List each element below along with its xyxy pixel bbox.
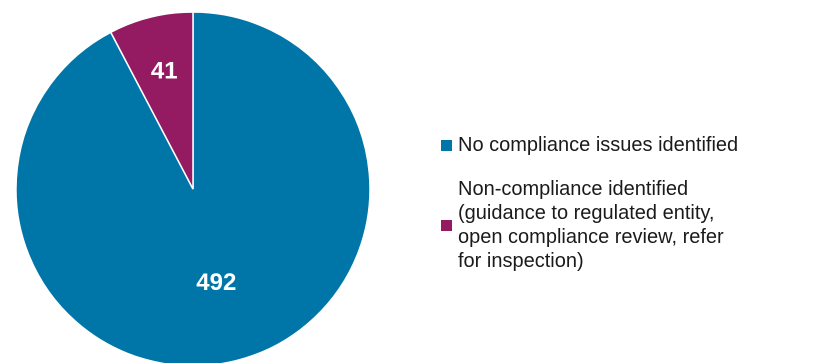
legend-item-no-compliance-issues: No compliance issues identified [441,133,836,157]
pie-slice-non-compliance-identified [109,11,194,190]
legend-swatch-no-compliance-issues [441,139,452,151]
legend-label-no-compliance-issues: No compliance issues identified [458,134,739,156]
pie-slice-labels: 492 41 [151,57,236,295]
pie-label-no-compliance-issues: 492 [196,269,236,296]
pie-label-non-compliance-identified: 41 [151,57,178,84]
legend: No compliance issues identified Non-comp… [441,133,836,293]
pie-slices [15,11,371,363]
legend-item-non-compliance-identified: Non-compliance identified (guidance to r… [441,177,836,273]
legend-label-non-compliance-identified: Non-compliance identified (guidance to r… [458,178,724,272]
legend-swatch-non-compliance-identified [441,219,452,231]
